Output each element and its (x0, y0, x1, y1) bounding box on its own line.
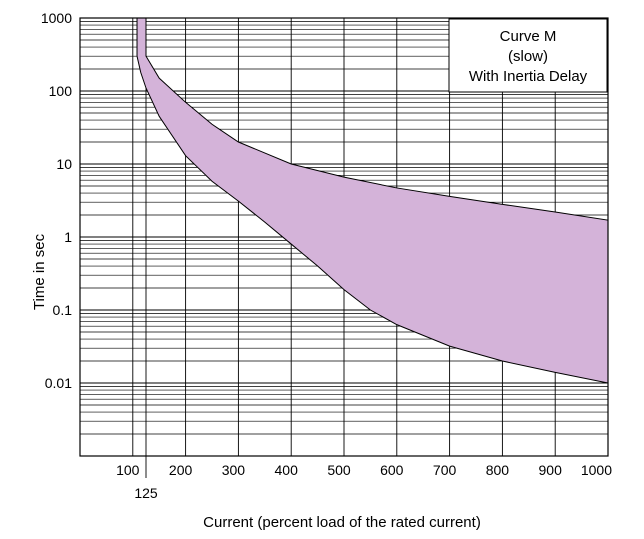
y-axis-label: Time in sec (31, 233, 48, 310)
legend-line-1: Curve M (500, 28, 557, 45)
x-tick-label: 700 (433, 462, 457, 478)
x-tick-label: 900 (539, 462, 563, 478)
x-tick-label: 400 (275, 462, 299, 478)
legend-line-2: (slow) (508, 48, 548, 65)
y-tick-label: 0.01 (45, 375, 72, 391)
x-tick-label-125: 125 (134, 485, 158, 501)
y-tick-label: 1000 (41, 10, 72, 26)
x-tick-label: 300 (222, 462, 246, 478)
x-tick-label: 500 (327, 462, 351, 478)
y-tick-label: 10 (56, 156, 72, 172)
tick-labels: 1000 100 10 1 0.1 0.01 100 200 300 400 500 600 700 80… (41, 10, 612, 501)
x-tick-label: 1000 (581, 462, 612, 478)
x-tick-label: 800 (486, 462, 510, 478)
legend-box: Curve M (slow) With Inertia Delay (448, 18, 608, 93)
y-tick-label: 100 (49, 83, 73, 99)
plot-frame (79, 17, 609, 457)
x-tick-label: 200 (169, 462, 193, 478)
y-tick-label: 0.1 (53, 302, 73, 318)
tolerance-band-area (136, 17, 609, 384)
x-tick-label: 600 (380, 462, 404, 478)
y-tick-label: 1 (64, 229, 72, 245)
x-tick-label: 100 (116, 462, 140, 478)
legend-line-3: With Inertia Delay (469, 68, 588, 85)
x-axis-label: Current (percent load of the rated curre… (203, 514, 481, 531)
